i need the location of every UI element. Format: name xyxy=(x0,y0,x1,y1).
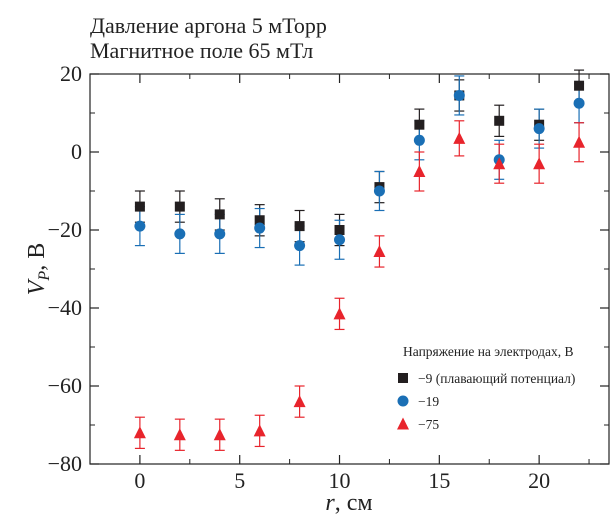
x-tick-label: 10 xyxy=(329,468,351,493)
data-point-triangle xyxy=(333,307,346,320)
data-point-circle xyxy=(573,97,585,109)
data-point-circle xyxy=(453,89,465,101)
data-point-square xyxy=(574,80,585,91)
data-point-square xyxy=(214,209,225,220)
data-point-triangle xyxy=(413,165,426,177)
data-point-circle xyxy=(254,222,266,234)
legend-title: Напряжение на электродах, В xyxy=(403,344,574,359)
data-point-square xyxy=(294,221,305,232)
y-axis-label-sub: P xyxy=(36,271,53,282)
legend-entry: −75 xyxy=(397,417,439,432)
data-point-circle xyxy=(214,228,226,240)
y-axis-label-unit: , В xyxy=(24,243,50,271)
data-point-square xyxy=(494,115,505,126)
data-point-square xyxy=(334,225,345,235)
data-point-square xyxy=(134,201,145,212)
legend-label: −19 xyxy=(418,394,439,409)
data-point-circle xyxy=(174,228,186,240)
data-point-triangle xyxy=(133,426,146,439)
data-point-triangle xyxy=(453,131,466,144)
data-point-triangle xyxy=(293,395,306,408)
marker-group xyxy=(133,80,586,441)
chart-title-line-2: Магнитное поле 65 мТл xyxy=(90,38,313,63)
data-point-circle xyxy=(533,123,545,135)
data-point-triangle xyxy=(373,244,386,257)
data-point-triangle xyxy=(213,428,226,441)
data-point-triangle xyxy=(493,157,506,170)
data-point-circle xyxy=(413,134,425,146)
legend-entry: −9 (плавающий потенциал) xyxy=(398,371,575,386)
legend-marker-circle xyxy=(397,395,409,407)
data-point-circle xyxy=(134,220,146,232)
y-tick-label: −80 xyxy=(48,451,82,476)
tick-group: 0 5 10 15 20 20 0 −20 −40 −60 −80 xyxy=(48,61,609,493)
x-axis-label-main: r xyxy=(325,490,335,516)
x-tick-label: 5 xyxy=(234,468,245,493)
y-tick-label: −40 xyxy=(48,295,82,320)
x-axis-label-unit: , см xyxy=(335,490,373,516)
y-tick-label: −60 xyxy=(48,373,82,398)
y-tick-label: −20 xyxy=(48,217,82,242)
data-point-square xyxy=(414,119,425,130)
chart-title-line-1: Давление аргона 5 мТорр xyxy=(90,13,327,38)
data-point-square xyxy=(174,201,185,212)
x-axis-label: r, см xyxy=(325,490,372,516)
legend-marker-square xyxy=(398,373,408,383)
legend-entry: −19 xyxy=(397,394,439,409)
error-bar-group xyxy=(134,69,585,451)
data-point-triangle xyxy=(173,428,186,441)
data-point-circle xyxy=(334,234,346,246)
legend-marker-triangle xyxy=(397,417,409,430)
data-point-triangle xyxy=(573,135,586,148)
x-tick-label: 20 xyxy=(528,468,550,493)
legend-label: −75 xyxy=(418,417,439,432)
x-tick-label: 15 xyxy=(428,468,450,493)
data-point-triangle xyxy=(533,157,546,170)
plot-frame xyxy=(89,73,610,465)
y-axis-label-main: V xyxy=(24,278,50,295)
y-axis-label: VP, В xyxy=(24,243,53,295)
legend: Напряжение на электродах, В −9 (плавающи… xyxy=(397,344,575,432)
data-point-triangle xyxy=(253,424,266,437)
x-tick-label: 0 xyxy=(134,468,145,493)
data-point-circle xyxy=(373,185,385,197)
legend-label: −9 (плавающий потенциал) xyxy=(418,371,575,386)
data-point-square xyxy=(254,215,265,226)
data-point-circle xyxy=(294,240,306,252)
y-tick-label: 20 xyxy=(60,61,82,86)
y-tick-label: 0 xyxy=(71,139,82,164)
